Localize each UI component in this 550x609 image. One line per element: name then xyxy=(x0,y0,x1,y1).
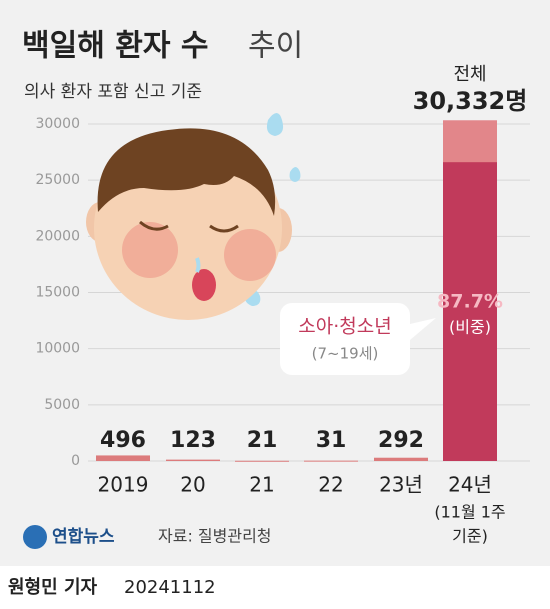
y-tick-label: 20000 xyxy=(35,228,80,244)
bar xyxy=(96,455,150,461)
callout-pointer xyxy=(410,318,436,340)
callout-box xyxy=(280,303,410,375)
x-tick-note: 기준) xyxy=(452,527,488,546)
chart-title: 백일해 환자 수 xyxy=(22,29,209,64)
chart-title-light: 추이 xyxy=(248,29,303,64)
y-tick-label: 10000 xyxy=(35,341,80,357)
x-tick-label: 22 xyxy=(318,473,343,497)
share-label: 87.7% xyxy=(437,291,503,313)
total-label: 전체 xyxy=(453,64,486,85)
callout-label: 소아·청소년 xyxy=(298,316,391,338)
value-label: 30,332명 xyxy=(413,87,528,115)
value-label: 123 xyxy=(170,428,216,453)
bar xyxy=(374,457,428,461)
y-tick-label: 30000 xyxy=(35,116,80,132)
x-tick-label: 23년 xyxy=(379,473,423,497)
value-label: 21 xyxy=(247,428,278,453)
value-label: 292 xyxy=(378,428,424,453)
bar-segment xyxy=(443,162,497,462)
byline: 원형민 기자 xyxy=(8,577,98,598)
bar xyxy=(166,459,220,461)
y-tick-label: 5000 xyxy=(44,397,80,413)
bar xyxy=(304,460,358,462)
x-tick-label: 24년 xyxy=(448,473,492,497)
value-label: 31 xyxy=(316,428,347,453)
y-tick-label: 0 xyxy=(71,453,80,469)
bar xyxy=(235,460,289,462)
x-tick-label: 2019 xyxy=(98,473,149,497)
y-tick-label: 25000 xyxy=(35,172,80,188)
illustration xyxy=(86,113,301,320)
y-tick-label: 15000 xyxy=(35,285,80,301)
x-tick-note: (11월 1주 xyxy=(434,503,505,522)
value-label: 496 xyxy=(100,428,146,453)
x-tick-label: 21 xyxy=(249,473,274,497)
subtitle: 의사 환자 포함 신고 기준 xyxy=(24,82,202,102)
source: 자료: 질병관리청 xyxy=(158,527,272,546)
x-tick-label: 20 xyxy=(180,473,205,497)
logo-icon xyxy=(23,525,47,549)
date: 20241112 xyxy=(124,577,216,598)
footer-bg xyxy=(0,566,550,609)
logo: 연합뉴스 xyxy=(52,526,115,547)
share-note: (비중) xyxy=(449,318,491,337)
callout-sublabel: (7~19세) xyxy=(312,345,379,363)
